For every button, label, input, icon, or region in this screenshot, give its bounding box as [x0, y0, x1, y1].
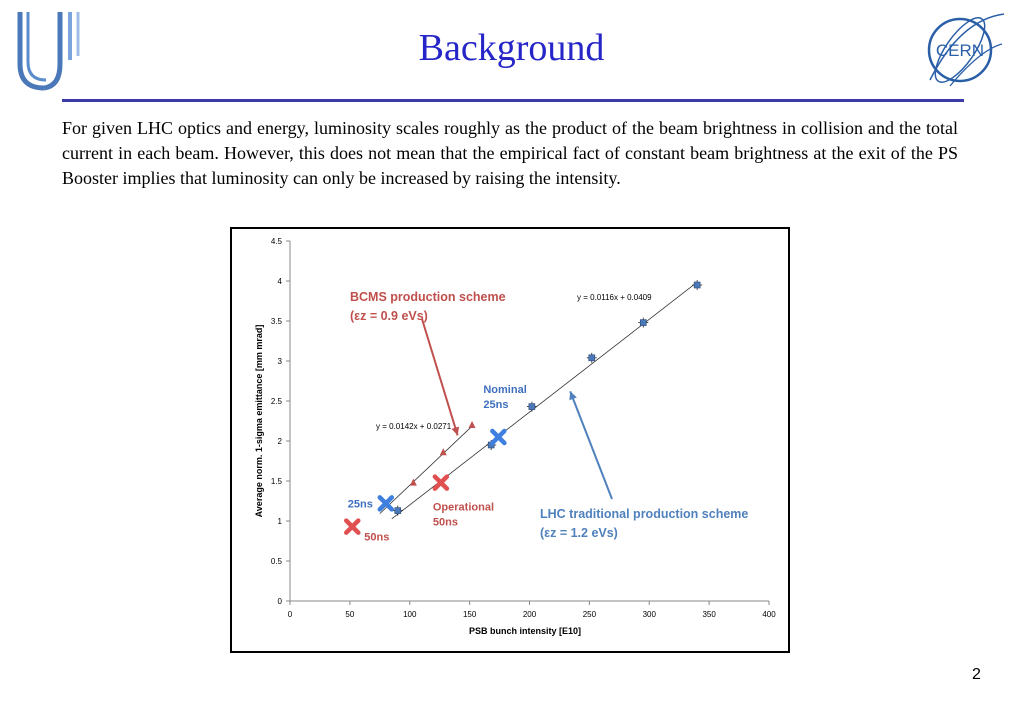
y-tick-label: 1.5 [271, 477, 283, 486]
x-tick-label: 300 [643, 610, 657, 619]
y-tick-label: 2 [278, 437, 283, 446]
highlight-label: Nominal [483, 384, 526, 396]
data-point [439, 448, 447, 456]
y-axis-label: Average norm. 1-sigma emittance [mm mrad… [254, 325, 264, 518]
highlight-label: 50ns [364, 532, 389, 544]
chart-frame: 0 50 100 150 200 250 300 350 400 0 0.5 1 1.5 2 2.5 3 3.5… [230, 227, 790, 653]
highlight-x-marker [432, 474, 450, 491]
x-tick-label: 150 [463, 610, 477, 619]
title-divider [62, 99, 964, 102]
data-point [394, 507, 402, 514]
x-tick-label: 50 [345, 610, 354, 619]
y-tick-label: 0.5 [271, 557, 283, 566]
annotation-arrow [421, 318, 459, 436]
highlight-x-marker [344, 518, 361, 535]
university-logo [17, 12, 80, 91]
annotation-arrow [569, 391, 613, 500]
arrow-head [569, 391, 577, 401]
annotation-text: (εz = 0.9 eVs) [350, 309, 428, 323]
annotation-text: LHC traditional production scheme [540, 507, 748, 521]
fit-line [379, 425, 473, 514]
data-point [409, 478, 417, 486]
data-point [639, 319, 647, 326]
chart-ticks: 0 50 100 150 200 250 300 350 400 0 0.5 1 1.5 2 2.5 3 3.5… [271, 237, 776, 619]
emittance-vs-intensity-chart: 0 50 100 150 200 250 300 350 400 0 0.5 1 1.5 2 2.5 3 3.5… [254, 237, 776, 636]
highlight-x-marker [490, 428, 507, 446]
x-axis-label: PSB bunch intensity [E10] [469, 626, 581, 636]
data-point [528, 403, 536, 410]
highlight-label: Operational [433, 502, 494, 514]
highlight-label: 25ns [348, 498, 373, 510]
x-tick-label: 200 [523, 610, 537, 619]
slide-title: Background [418, 27, 605, 69]
highlight-label: 25ns [483, 399, 508, 411]
cern-logo-text: CERN [936, 41, 984, 60]
x-tick-label: 0 [288, 610, 293, 619]
body-paragraph: For given LHC optics and energy, luminos… [62, 118, 958, 188]
data-point [468, 421, 476, 428]
y-tick-label: 4 [278, 277, 283, 286]
chart-annotations: BCMS production scheme (εz = 0.9 eVs) LHC … [350, 290, 748, 540]
y-tick-label: 2.5 [271, 397, 283, 406]
x-tick-label: 100 [403, 610, 417, 619]
fit-equation-label: y = 0.0142x + 0.0271 [376, 422, 452, 431]
x-tick-label: 250 [583, 610, 597, 619]
data-point [693, 281, 701, 289]
x-tick-label: 350 [702, 610, 716, 619]
y-tick-label: 0 [278, 597, 283, 606]
arrow-head [451, 426, 460, 436]
data-point [588, 354, 596, 362]
cern-logo: CERN [927, 13, 1005, 87]
page-number: 2 [972, 666, 981, 683]
highlight-markers: 25ns 50ns Operational 50ns Nominal 25ns [344, 384, 527, 544]
highlight-x-marker [377, 495, 395, 512]
y-tick-label: 1 [278, 517, 283, 526]
x-tick-label: 400 [762, 610, 776, 619]
annotation-text: BCMS production scheme [350, 290, 506, 304]
annotation-text: (εz = 1.2 eVs) [540, 526, 618, 540]
y-tick-label: 3.5 [271, 317, 283, 326]
data-marks [392, 280, 703, 516]
highlight-label: 50ns [433, 517, 458, 529]
y-tick-label: 4.5 [271, 237, 283, 246]
fit-equation-label: y = 0.0116x + 0.0409 [577, 293, 652, 302]
y-tick-label: 3 [278, 357, 283, 366]
